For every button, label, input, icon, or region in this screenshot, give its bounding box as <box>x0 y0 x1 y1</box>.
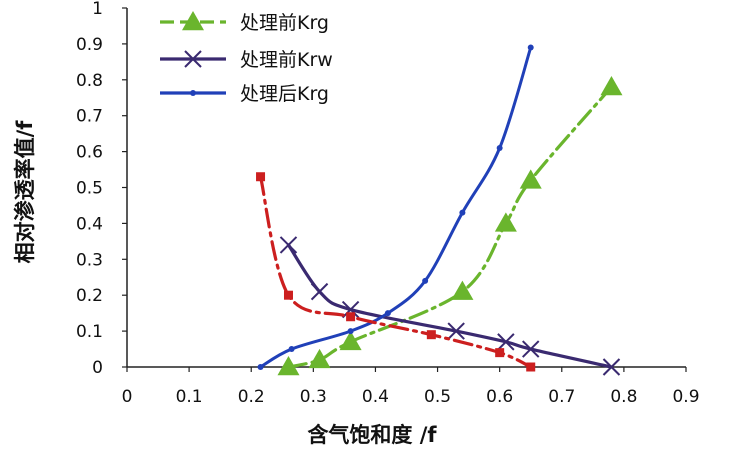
series-3-point <box>426 330 436 340</box>
y-tick-label: 0.7 <box>76 107 103 127</box>
series-0-point <box>339 330 362 351</box>
y-axis-label: 相对渗透率值/f <box>13 120 37 264</box>
legend-label: 处理后Krg <box>240 83 329 105</box>
series-1-point <box>310 282 329 301</box>
series-1-point <box>279 236 298 254</box>
y-tick-label: 0.3 <box>76 250 103 270</box>
y-tick-label: 0 <box>92 358 103 378</box>
series-0-point <box>494 212 517 232</box>
series-2-point <box>347 328 354 335</box>
legend-label: 处理前Krg <box>240 12 329 34</box>
y-tick-label: 1 <box>92 0 103 19</box>
x-tick-label: 0.6 <box>486 387 513 407</box>
series-1-point <box>602 358 621 376</box>
series-3-point <box>256 172 266 182</box>
series-1-point-stroke <box>602 358 621 376</box>
x-tick-label: 0.5 <box>424 387 451 407</box>
legend-marker <box>184 50 202 68</box>
series-1-point-stroke <box>341 300 360 319</box>
x-tick-label: 0.1 <box>176 387 203 407</box>
legend-item-0: 处理前Krg <box>160 11 329 34</box>
series-1-point-stroke <box>522 340 540 358</box>
y-tick-label: 0.4 <box>76 214 103 234</box>
series-1-point-stroke <box>279 236 298 254</box>
x-tick-label: 0.2 <box>238 387 265 407</box>
series-1-point-stroke <box>497 333 515 351</box>
series-0-point <box>519 169 542 189</box>
series-3-point <box>346 312 356 322</box>
x-tick-label: 0.8 <box>610 387 637 407</box>
y-tick-label: 0.5 <box>76 179 103 199</box>
series-2 <box>257 44 534 370</box>
series-2-point <box>384 310 391 317</box>
legend-item-2: 处理后Krg <box>160 83 329 105</box>
series-0-point <box>277 356 300 376</box>
series-0-point <box>308 348 331 369</box>
series-2-point <box>422 277 429 284</box>
series-2-point <box>496 145 503 152</box>
series-3-point <box>495 348 505 358</box>
x-tick-label: 0.3 <box>300 387 327 407</box>
series-3-point <box>526 362 536 372</box>
series-1-point <box>447 322 465 340</box>
legend-marker <box>182 11 204 31</box>
series-1-point <box>522 340 540 358</box>
series-3 <box>256 172 536 372</box>
y-tick-label: 0.1 <box>76 322 103 342</box>
y-tick-label: 0.8 <box>76 71 103 91</box>
series-0 <box>277 75 623 376</box>
y-tick-label: 0.2 <box>76 286 103 306</box>
legend-item-1: 处理前Krw <box>160 49 333 71</box>
series-0-point <box>600 75 623 96</box>
series-2-point <box>527 44 534 51</box>
series-0-point <box>451 280 474 300</box>
series-1-point-stroke <box>447 322 465 340</box>
series-1-point <box>497 333 515 351</box>
legend-marker <box>190 90 196 96</box>
series-1 <box>279 236 621 376</box>
x-tick-label: 0.9 <box>672 387 699 407</box>
legend: 处理前Krg 处理前Krw 处理后Krg <box>160 11 333 105</box>
y-tick-label: 0.9 <box>76 35 103 55</box>
legend-label: 处理前Krw <box>240 49 333 71</box>
series-2-point <box>288 346 295 353</box>
series-1-line <box>286 243 614 369</box>
series-layer <box>256 44 623 376</box>
x-tick-label: 0 <box>122 387 133 407</box>
series-2-point <box>459 209 466 216</box>
y-tick-label: 0.6 <box>76 143 103 163</box>
series-3-point <box>283 290 293 300</box>
series-2-point <box>257 364 264 370</box>
x-tick-label: 0.7 <box>548 387 575 407</box>
x-tick-label: 0.4 <box>362 387 389 407</box>
axes: 0 0.1 0.2 0.3 0.4 0.5 0.6 0.7 0.8 0.9 1 0 0.1 0.2 0.3 0… <box>76 0 700 407</box>
legend-marker-stroke <box>184 50 202 68</box>
series-1-point <box>341 300 360 319</box>
x-axis-label: 含气饱和度 /f <box>307 423 437 447</box>
series-1-point-stroke <box>310 282 329 301</box>
